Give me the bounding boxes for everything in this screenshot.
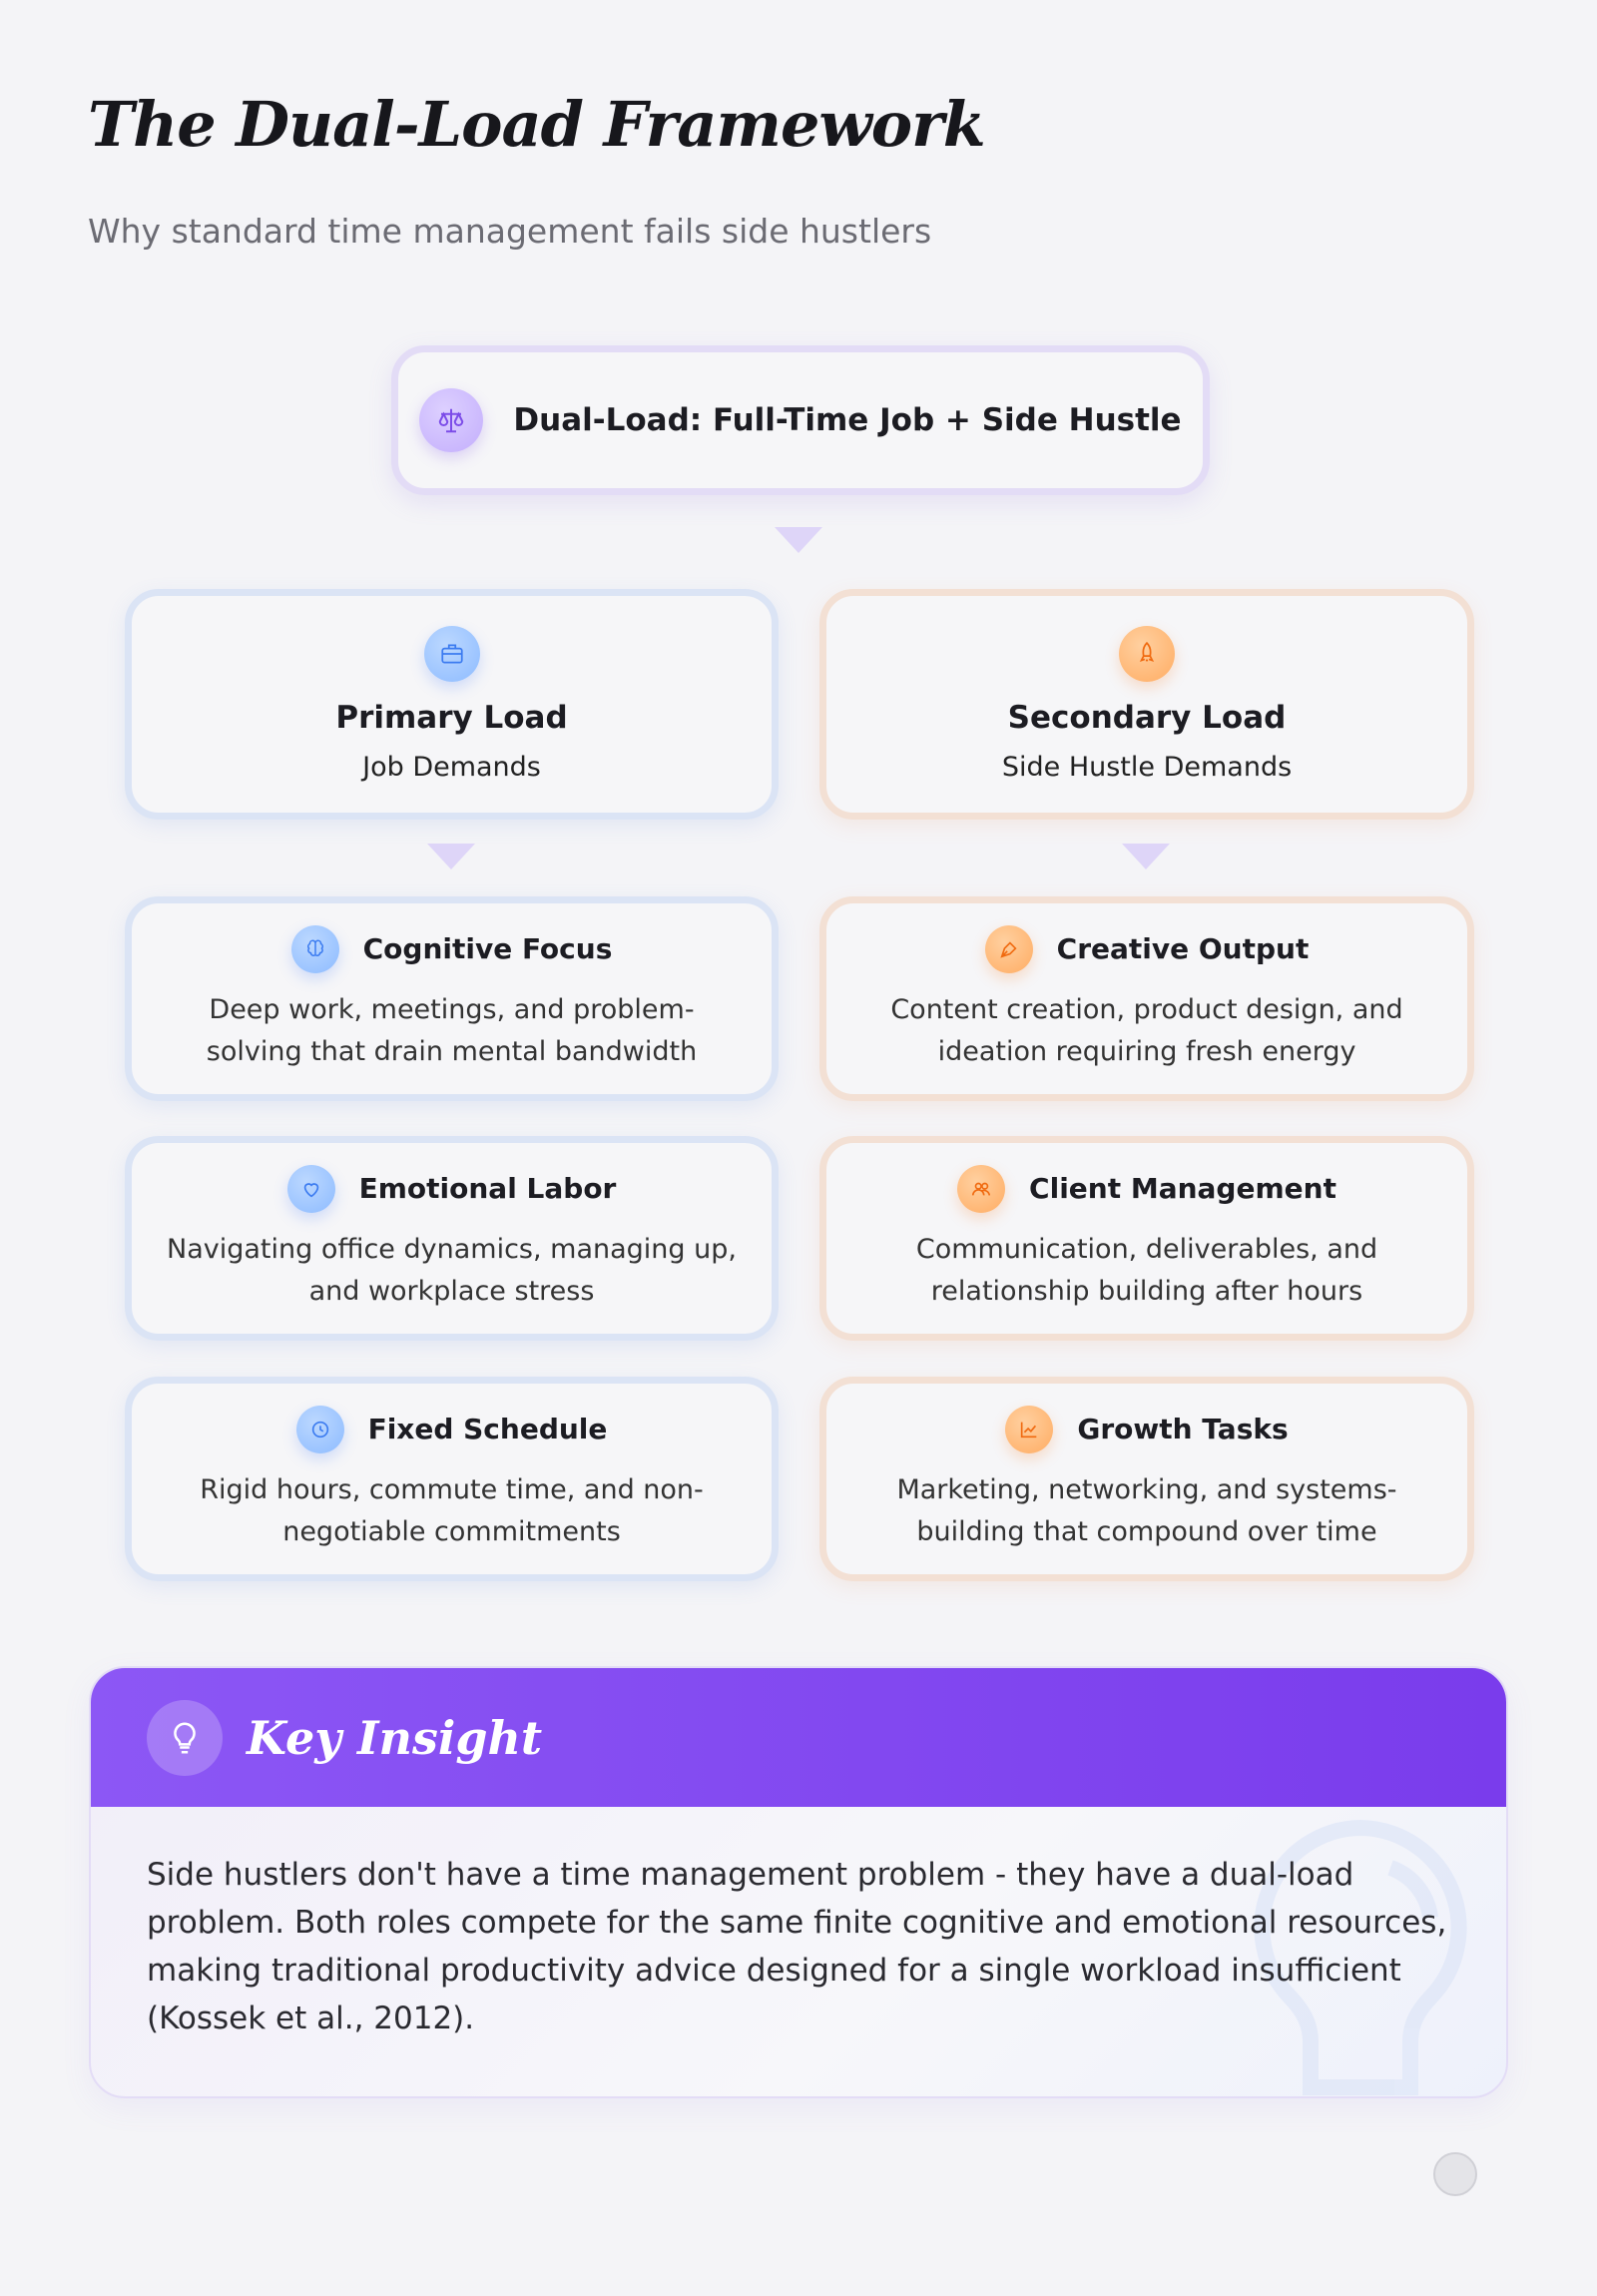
rocket-icon bbox=[1119, 626, 1175, 682]
item-text: Marketing, networking, and systems-build… bbox=[896, 1473, 1397, 1547]
lightbulb-watermark-icon bbox=[1254, 1819, 1467, 2095]
heart-icon bbox=[286, 1164, 335, 1213]
emotional-labor-card: Emotional Labor Navigating office dynami… bbox=[125, 1136, 779, 1341]
item-text: Rigid hours, commute time, and non-negot… bbox=[200, 1473, 704, 1547]
item-text: Navigating office dynamics, managing up,… bbox=[167, 1233, 737, 1307]
item-title: Fixed Schedule bbox=[367, 1413, 608, 1445]
fixed-schedule-card: Fixed Schedule Rigid hours, commute time… bbox=[125, 1377, 779, 1581]
brain-icon bbox=[290, 924, 339, 973]
page-title: The Dual-Load Framework bbox=[88, 88, 986, 161]
key-insight-text: Side hustlers don't have a time manageme… bbox=[147, 1857, 1447, 2036]
arrow-down-icon bbox=[775, 527, 822, 553]
item-title: Creative Output bbox=[1056, 932, 1310, 965]
secondary-load-title: Secondary Load bbox=[1007, 700, 1287, 736]
clock-icon bbox=[295, 1405, 344, 1453]
scale-icon bbox=[419, 388, 484, 452]
lightbulb-icon bbox=[147, 1699, 223, 1776]
secondary-load-subtitle: Side Hustle Demands bbox=[1001, 752, 1293, 783]
arrow-down-icon bbox=[427, 844, 475, 869]
chart-icon bbox=[1005, 1405, 1054, 1453]
item-title: Emotional Labor bbox=[358, 1172, 617, 1205]
primary-load-card: Primary Load Job Demands bbox=[125, 589, 779, 820]
secondary-load-card: Secondary Load Side Hustle Demands bbox=[819, 589, 1474, 820]
item-text: Deep work, meetings, and problem-solving… bbox=[206, 993, 698, 1067]
dual-load-card: Dual-Load: Full-Time Job + Side Hustle bbox=[391, 345, 1210, 495]
item-title: Cognitive Focus bbox=[362, 932, 613, 965]
key-insight-panel: Key Insight Side hustlers don't have a t… bbox=[89, 1666, 1508, 2098]
growth-tasks-card: Growth Tasks Marketing, networking, and … bbox=[819, 1377, 1474, 1581]
creative-output-card: Creative Output Content creation, produc… bbox=[819, 896, 1474, 1101]
item-text: Content creation, product design, and id… bbox=[890, 993, 1403, 1067]
brand-logo bbox=[1433, 2152, 1477, 2196]
arrow-down-icon bbox=[1122, 844, 1170, 869]
key-insight-header: Key Insight bbox=[91, 1668, 1506, 1807]
item-title: Client Management bbox=[1029, 1172, 1336, 1205]
item-text: Communication, deliverables, and relatio… bbox=[915, 1233, 1378, 1307]
client-management-card: Client Management Communication, deliver… bbox=[819, 1136, 1474, 1341]
briefcase-icon bbox=[423, 626, 480, 682]
dual-load-label: Dual-Load: Full-Time Job + Side Hustle bbox=[513, 402, 1182, 438]
key-insight-title: Key Insight bbox=[247, 1710, 543, 1765]
pen-icon bbox=[984, 924, 1033, 973]
cognitive-focus-card: Cognitive Focus Deep work, meetings, and… bbox=[125, 896, 779, 1101]
primary-load-subtitle: Job Demands bbox=[362, 752, 541, 783]
primary-load-title: Primary Load bbox=[335, 700, 568, 736]
users-icon bbox=[957, 1164, 1006, 1213]
page-subtitle: Why standard time management fails side … bbox=[88, 212, 932, 251]
item-title: Growth Tasks bbox=[1077, 1413, 1289, 1445]
